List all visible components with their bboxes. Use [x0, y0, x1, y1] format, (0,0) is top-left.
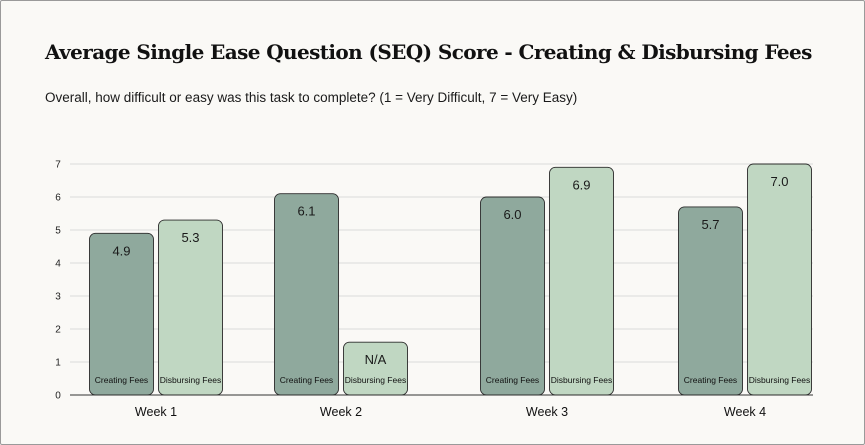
bar-disbursing-fees	[343, 341, 408, 396]
y-tick-label: 4	[55, 259, 61, 270]
bar-creating-fees	[678, 206, 743, 396]
bar-disbursing-fees	[747, 163, 812, 396]
bar-creating-fees	[274, 193, 339, 396]
bar-creating-fees	[480, 196, 545, 396]
bar-series-label: Creating Fees	[95, 375, 148, 385]
bar-series-label: Disbursing Fees	[345, 375, 406, 385]
chart-title: Average Single Ease Question (SEQ) Score…	[45, 40, 812, 64]
bar-value-label: 5.3	[181, 230, 199, 245]
y-tick-label: 6	[55, 193, 61, 204]
chart-subtitle: Overall, how difficult or easy was this …	[45, 90, 578, 105]
y-tick-label: 3	[55, 292, 61, 303]
y-tick-label: 1	[55, 358, 61, 369]
bar-series-label: Creating Fees	[684, 375, 737, 385]
bar-value-label: N/A	[365, 352, 387, 367]
x-category-label: Week 3	[526, 405, 568, 419]
bar-value-label: 5.7	[701, 217, 719, 232]
bar-value-label: 6.9	[572, 177, 590, 192]
bar-creating-fees	[89, 232, 154, 396]
x-category-label: Week 4	[724, 405, 766, 419]
y-tick-label: 2	[55, 325, 61, 336]
bar-series-label: Disbursing Fees	[160, 375, 221, 385]
bar-value-label: 6.0	[503, 207, 521, 222]
x-category-label: Week 2	[320, 405, 362, 419]
bar-disbursing-fees	[158, 219, 223, 396]
bar-disbursing-fees	[549, 166, 614, 396]
y-tick-label: 0	[55, 391, 61, 402]
bar-value-label: 6.1	[297, 204, 315, 219]
bar-series-label: Creating Fees	[280, 375, 333, 385]
y-tick-label: 5	[55, 226, 61, 237]
bar-value-label: 7.0	[770, 174, 788, 189]
x-category-label: Week 1	[135, 405, 177, 419]
y-tick-label: 7	[55, 160, 61, 171]
bar-series-label: Disbursing Fees	[551, 375, 612, 385]
bar-value-label: 4.9	[112, 243, 130, 258]
bar-series-label: Creating Fees	[486, 375, 539, 385]
bar-series-label: Disbursing Fees	[749, 375, 810, 385]
